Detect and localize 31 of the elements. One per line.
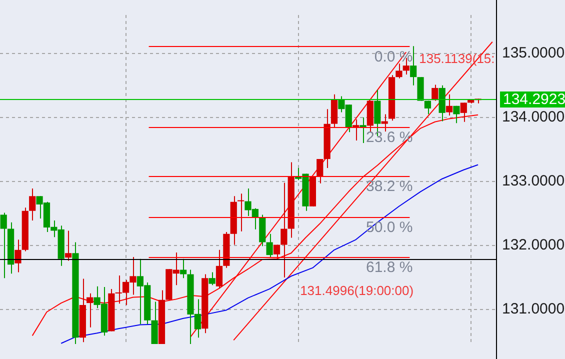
candlestick: [29, 188, 36, 221]
candlestick: [266, 233, 273, 258]
candlestick: [381, 114, 388, 132]
candlestick: [352, 118, 360, 141]
ref-line-label: 134.2923: [503, 91, 565, 108]
y-tick-label: 131.0000: [502, 300, 565, 318]
candlestick: [273, 244, 280, 258]
annotation: 38.2 %: [366, 178, 413, 195]
candlestick: [86, 292, 94, 328]
candlestick: [208, 272, 216, 286]
candlestick: [151, 301, 158, 344]
candlestick: [417, 76, 424, 102]
candlestick: [446, 94, 453, 116]
candlestick: [453, 105, 460, 124]
annotation: 131.4996(19:00:00): [300, 282, 414, 298]
candlestick: [316, 158, 324, 184]
annotation: 61.8 %: [366, 259, 413, 276]
y-tick-label: 133.0000: [502, 172, 565, 190]
candlestick: [460, 102, 467, 122]
y-tick-label: 134.0000: [502, 108, 565, 126]
y-tick-label: 135.0000: [502, 44, 565, 62]
candlestick: [64, 230, 72, 262]
candlestick: [216, 249, 223, 289]
candlestick: [396, 63, 402, 79]
candlestick: [280, 182, 288, 278]
candlestick: [14, 239, 22, 273]
y-tick-label: 132.0000: [502, 236, 565, 254]
candlestick: [238, 193, 244, 232]
candlestick: [0, 212, 7, 279]
candlestick: [360, 116, 366, 144]
candlestick: [424, 100, 432, 115]
